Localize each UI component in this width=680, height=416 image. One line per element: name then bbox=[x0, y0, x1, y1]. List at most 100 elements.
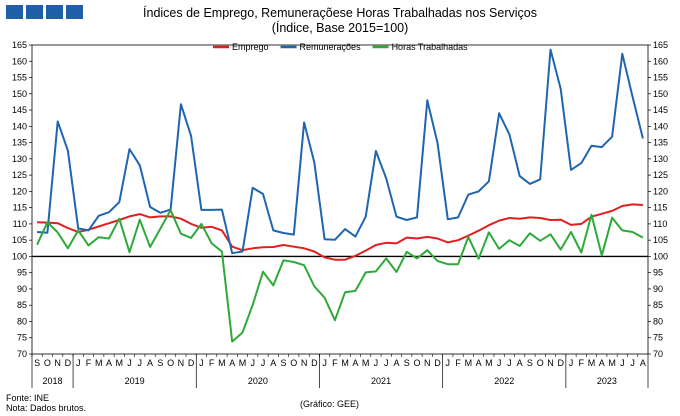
y-tick-label-left: 115 bbox=[13, 203, 27, 213]
y-tick-label-left: 135 bbox=[12, 138, 27, 148]
x-month-label: J bbox=[138, 358, 143, 368]
y-tick-label-right: 165 bbox=[653, 40, 668, 50]
y-tick-label-right: 80 bbox=[653, 316, 663, 326]
x-month-label: M bbox=[465, 358, 473, 368]
x-month-label: A bbox=[640, 358, 646, 368]
y-tick-label-right: 155 bbox=[653, 73, 668, 83]
x-month-label: O bbox=[537, 358, 544, 368]
x-month-label: O bbox=[413, 358, 420, 368]
x-month-label: M bbox=[95, 358, 103, 368]
chart-subtitle: (Índice, Base 2015=100) bbox=[271, 21, 409, 35]
y-tick-label-left: 125 bbox=[12, 170, 27, 180]
x-month-label: D bbox=[188, 358, 195, 368]
x-month-label: J bbox=[322, 358, 327, 368]
y-tick-label-left: 140 bbox=[12, 121, 27, 131]
y-tick-label-right: 110 bbox=[653, 219, 667, 229]
y-tick-label-right: 75 bbox=[653, 333, 663, 343]
y-tick-label-left: 145 bbox=[12, 105, 27, 115]
x-month-label: D bbox=[434, 358, 441, 368]
y-tick-label-left: 120 bbox=[12, 186, 27, 196]
y-tick-label-left: 130 bbox=[12, 154, 27, 164]
x-month-label: J bbox=[569, 358, 574, 368]
y-tick-label-left: 95 bbox=[17, 268, 27, 278]
x-month-label: J bbox=[199, 358, 204, 368]
chart-title: Índices de Emprego, Remuneraçõese Horas … bbox=[143, 6, 537, 20]
x-month-label: M bbox=[341, 358, 349, 368]
x-month-label: O bbox=[167, 358, 174, 368]
x-month-label: J bbox=[76, 358, 81, 368]
logo-block bbox=[6, 5, 23, 19]
x-month-label: J bbox=[507, 358, 512, 368]
y-tick-label-right: 150 bbox=[653, 89, 668, 99]
x-month-label: S bbox=[157, 358, 163, 368]
x-year-label: 2021 bbox=[371, 376, 391, 386]
x-month-label: A bbox=[517, 358, 523, 368]
y-tick-label-left: 110 bbox=[13, 219, 27, 229]
x-month-label: M bbox=[239, 358, 247, 368]
series-line-remuneracoes bbox=[37, 48, 644, 255]
x-month-label: J bbox=[384, 358, 389, 368]
x-month-label: S bbox=[281, 358, 287, 368]
x-month-label: A bbox=[476, 358, 482, 368]
x-month-label: A bbox=[106, 358, 112, 368]
x-month-label: A bbox=[270, 358, 276, 368]
y-tick-label-left: 70 bbox=[17, 349, 27, 359]
y-tick-label-right: 140 bbox=[653, 121, 668, 131]
series-line-emprego bbox=[37, 203, 643, 261]
y-tick-label-left: 80 bbox=[17, 316, 27, 326]
y-tick-label-left: 155 bbox=[12, 73, 27, 83]
x-month-label: J bbox=[250, 358, 255, 368]
brand-logo bbox=[6, 5, 83, 19]
x-month-label: F bbox=[332, 358, 338, 368]
x-year-label: 2023 bbox=[597, 376, 617, 386]
x-month-label: F bbox=[579, 358, 585, 368]
y-tick-label-left: 100 bbox=[12, 251, 27, 261]
x-month-label: S bbox=[527, 358, 533, 368]
logo-block bbox=[46, 5, 63, 19]
y-tick-label-right: 120 bbox=[653, 186, 668, 196]
x-month-label: F bbox=[209, 358, 215, 368]
x-month-label: A bbox=[599, 358, 605, 368]
x-month-label: S bbox=[34, 358, 40, 368]
x-month-label: A bbox=[229, 358, 235, 368]
x-month-label: O bbox=[290, 358, 297, 368]
x-month-label: D bbox=[65, 358, 72, 368]
x-month-label: S bbox=[404, 358, 410, 368]
logo-block bbox=[26, 5, 43, 19]
x-month-label: J bbox=[127, 358, 132, 368]
y-tick-label-left: 75 bbox=[17, 333, 27, 343]
x-month-label: A bbox=[147, 358, 153, 368]
x-month-label: J bbox=[374, 358, 379, 368]
series-line-horas-trabalhadas bbox=[36, 209, 644, 343]
y-tick-label-left: 85 bbox=[17, 300, 27, 310]
y-tick-label-right: 85 bbox=[653, 300, 663, 310]
x-month-label: M bbox=[116, 358, 124, 368]
x-month-label: F bbox=[455, 358, 461, 368]
y-tick-label-right: 130 bbox=[653, 154, 668, 164]
x-month-label: J bbox=[446, 358, 451, 368]
x-month-label: N bbox=[547, 358, 554, 368]
x-month-label: J bbox=[630, 358, 635, 368]
logo-block bbox=[66, 5, 83, 19]
x-month-label: D bbox=[557, 358, 564, 368]
source-note: Fonte: INE bbox=[6, 393, 50, 403]
y-tick-label-right: 125 bbox=[653, 170, 668, 180]
legend-label-remuneracoes: Remunerações bbox=[300, 42, 362, 52]
x-month-label: M bbox=[588, 358, 596, 368]
x-month-label: N bbox=[424, 358, 431, 368]
legend-label-horas-trabalhadas: Horas Trabalhadas bbox=[392, 42, 469, 52]
x-month-label: F bbox=[86, 358, 92, 368]
x-year-label: 2018 bbox=[43, 376, 63, 386]
x-month-label: M bbox=[485, 358, 493, 368]
x-year-label: 2020 bbox=[248, 376, 268, 386]
x-month-label: J bbox=[497, 358, 502, 368]
x-month-label: O bbox=[44, 358, 51, 368]
y-tick-label-left: 150 bbox=[12, 89, 27, 99]
x-month-label: N bbox=[54, 358, 61, 368]
y-tick-label-left: 105 bbox=[12, 235, 27, 245]
x-month-label: J bbox=[620, 358, 625, 368]
y-tick-label-right: 160 bbox=[653, 56, 668, 66]
y-tick-label-left: 160 bbox=[12, 56, 27, 66]
y-tick-label-left: 90 bbox=[17, 284, 27, 294]
